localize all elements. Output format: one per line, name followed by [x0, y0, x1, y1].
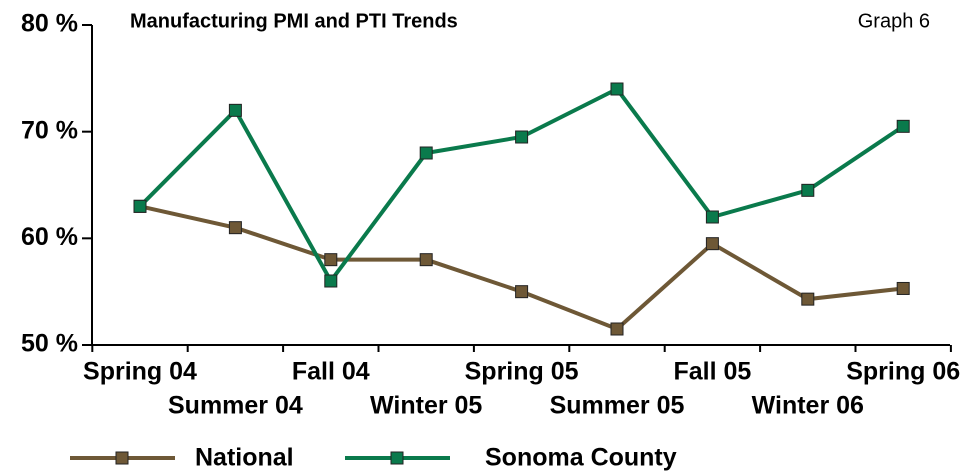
x-tick-label: Summer 04 [168, 392, 303, 420]
marker [228, 103, 242, 117]
x-tick-label: Winter 05 [370, 392, 482, 420]
legend-marker [115, 451, 129, 465]
marker [133, 199, 147, 213]
y-tick-label: 80 % [21, 10, 78, 38]
y-tick-label: 60 % [21, 223, 78, 251]
marker [324, 274, 338, 288]
series-line [139, 204, 904, 332]
marker [419, 146, 433, 160]
marker [801, 183, 815, 197]
x-tick-label: Summer 05 [550, 392, 685, 420]
marker [896, 119, 910, 133]
marker [705, 237, 719, 251]
marker [610, 82, 624, 96]
marker [515, 285, 529, 299]
marker [896, 281, 910, 295]
series-line [138, 86, 905, 285]
x-tick-label: Spring 05 [465, 358, 579, 386]
marker [228, 221, 242, 235]
legend-label: National [195, 444, 294, 472]
x-tick-label: Spring 06 [846, 358, 960, 386]
marker [515, 130, 529, 144]
y-tick-label: 70 % [21, 116, 78, 144]
x-tick-label: Spring 04 [83, 358, 197, 386]
legend-marker [390, 451, 404, 465]
x-tick-label: Fall 05 [673, 358, 751, 386]
legend-label: Sonoma County [485, 444, 677, 472]
y-tick-label: 50 % [21, 330, 78, 358]
x-tick-label: Winter 06 [752, 392, 864, 420]
chart-title: Manufacturing PMI and PTI Trends [130, 10, 458, 32]
x-tick-label: Fall 04 [292, 358, 370, 386]
marker [610, 322, 624, 336]
marker [324, 253, 338, 267]
marker [801, 292, 815, 306]
marker [705, 210, 719, 224]
chart-subtitle: Graph 6 [858, 10, 930, 32]
marker [419, 253, 433, 267]
